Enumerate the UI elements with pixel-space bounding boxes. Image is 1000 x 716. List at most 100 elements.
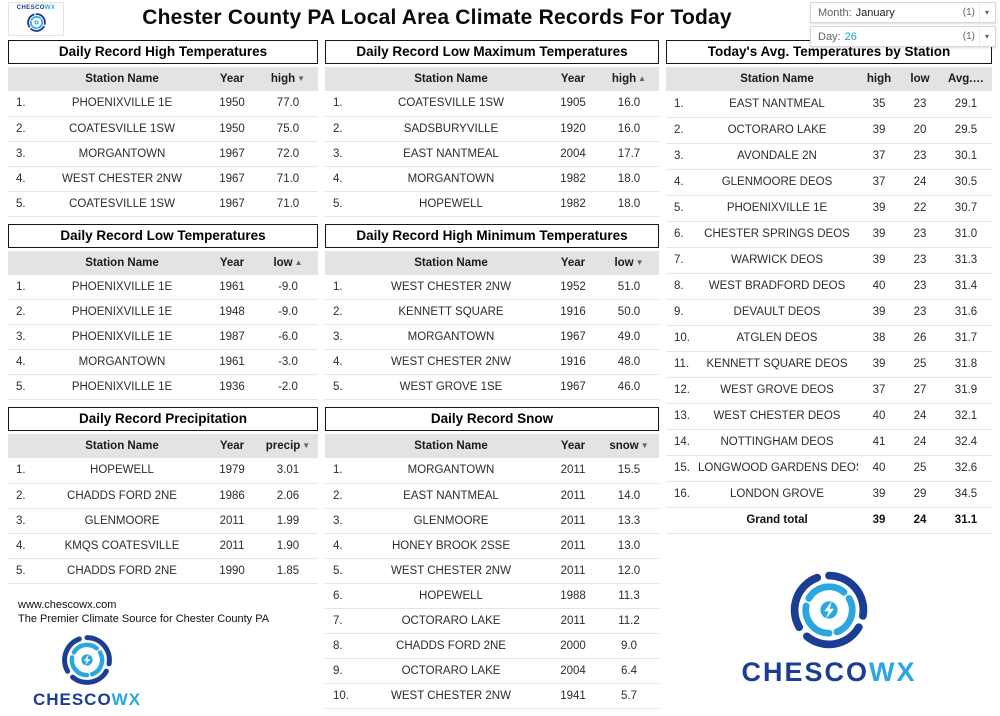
station-column-header[interactable]: Station Name xyxy=(355,434,547,458)
row-rank: 4. xyxy=(8,533,38,559)
precip-column-header[interactable]: precip ▼ xyxy=(258,434,318,458)
row-rank: 4. xyxy=(8,166,38,192)
record-low-temps-table: Station Name Year low ▲ 1. PHOENIXVILLE 1… xyxy=(8,250,318,400)
row-rank: 5. xyxy=(8,558,38,584)
row-year: 1916 xyxy=(547,299,599,325)
header-row: Station Name high low Avg.… xyxy=(666,67,992,91)
row-rank: 4. xyxy=(325,166,355,192)
row-low: 22 xyxy=(900,195,940,222)
record-low-temps-section: Daily Record Low Temperatures Station Na… xyxy=(8,223,318,400)
station-column-header[interactable]: Station Name xyxy=(38,434,206,458)
row-rank: 9. xyxy=(666,299,696,326)
row-station: OCTORARO LAKE xyxy=(355,658,547,684)
row-station: HOPEWELL xyxy=(355,583,547,609)
row-value: 16.0 xyxy=(599,91,659,117)
day-filter-count: (1) xyxy=(962,31,975,42)
row-year: 1967 xyxy=(206,191,258,217)
middle-column: Daily Record Low Maximum Temperatures St… xyxy=(325,40,659,716)
row-rank: 1. xyxy=(8,91,38,117)
station-column-header[interactable]: Station Name xyxy=(696,67,858,91)
row-station: HOPEWELL xyxy=(38,458,206,484)
chevron-down-icon: ▾ xyxy=(978,27,995,46)
row-high: 39 xyxy=(858,481,900,508)
row-value: -9.0 xyxy=(258,299,318,325)
row-station: WEST GROVE 1SE xyxy=(355,374,547,400)
station-column-header[interactable]: Station Name xyxy=(38,250,206,275)
header-row: Station Name Year high ▲ xyxy=(325,67,659,91)
table-row: 6. HOPEWELL 1988 11.3 xyxy=(325,583,659,609)
row-rank: 4. xyxy=(8,349,38,375)
record-high-temps-title: Daily Record High Temperatures xyxy=(8,40,318,64)
year-column-header[interactable]: Year xyxy=(547,67,599,91)
record-low-max-section: Daily Record Low Maximum Temperatures St… xyxy=(325,40,659,217)
low-column-header[interactable]: low ▼ xyxy=(599,250,659,275)
row-rank: 4. xyxy=(325,533,355,559)
high-column-header[interactable]: high xyxy=(858,67,900,91)
row-rank: 4. xyxy=(666,169,696,196)
row-year: 1967 xyxy=(547,374,599,400)
row-avg: 31.3 xyxy=(940,247,992,274)
row-avg: 31.7 xyxy=(940,325,992,352)
row-rank: 1. xyxy=(8,458,38,484)
row-rank: 2. xyxy=(325,116,355,142)
row-year: 1916 xyxy=(547,349,599,375)
low-column-header[interactable]: low ▲ xyxy=(258,250,318,275)
year-column-header[interactable]: Year xyxy=(206,67,258,91)
row-rank: 1. xyxy=(325,274,355,300)
row-station: WEST BRADFORD DEOS xyxy=(696,273,858,300)
table-row: 13. WEST CHESTER DEOS 40 24 32.1 xyxy=(666,403,992,430)
grand-total-avg: 31.1 xyxy=(940,506,992,534)
table-row: 5. COATESVILLE 1SW 1967 71.0 xyxy=(8,191,318,217)
table-row: 6. CHESTER SPRINGS DEOS 39 23 31.0 xyxy=(666,221,992,248)
table-row: 1. PHOENIXVILLE 1E 1961 -9.0 xyxy=(8,274,318,300)
row-rank: 1. xyxy=(8,274,38,300)
rank-column-header xyxy=(8,67,38,91)
table-row: 14. NOTTINGHAM DEOS 41 24 32.4 xyxy=(666,429,992,456)
row-rank: 12. xyxy=(666,377,696,404)
year-column-header[interactable]: Year xyxy=(547,434,599,458)
year-column-header[interactable]: Year xyxy=(547,250,599,275)
row-year: 1941 xyxy=(547,683,599,709)
website-url: www.chescowx.com xyxy=(18,598,117,611)
row-high: 37 xyxy=(858,377,900,404)
avg-temps-table: Station Name high low Avg.… 1. EAST NANT… xyxy=(666,67,992,534)
row-value: 11.2 xyxy=(599,608,659,634)
year-column-header[interactable]: Year xyxy=(206,250,258,275)
row-year: 1986 xyxy=(206,483,258,509)
high-column-header[interactable]: high ▲ xyxy=(599,67,659,91)
table-row: 9. OCTORARO LAKE 2004 6.4 xyxy=(325,658,659,684)
day-filter-dropdown[interactable]: Day: 26 (1) ▾ xyxy=(810,26,996,47)
row-rank: 1. xyxy=(666,91,696,118)
row-station: KENNETT SQUARE DEOS xyxy=(696,351,858,378)
table-row: 5. HOPEWELL 1982 18.0 xyxy=(325,191,659,217)
row-year: 1950 xyxy=(206,116,258,142)
row-rank: 6. xyxy=(325,583,355,609)
row-value: 5.7 xyxy=(599,683,659,709)
year-column-header[interactable]: Year xyxy=(206,434,258,458)
station-column-header[interactable]: Station Name xyxy=(355,67,547,91)
snow-column-header[interactable]: snow ▼ xyxy=(599,434,659,458)
row-high: 39 xyxy=(858,221,900,248)
row-value: 71.0 xyxy=(258,166,318,192)
chescowx-swirl-icon xyxy=(62,634,112,685)
row-station: KMQS COATESVILLE xyxy=(38,533,206,559)
station-column-header[interactable]: Station Name xyxy=(355,250,547,275)
record-snow-title: Daily Record Snow xyxy=(325,407,659,431)
value-column-label: snow xyxy=(609,440,639,452)
table-row: 1. WEST CHESTER 2NW 1952 51.0 xyxy=(325,274,659,300)
table-row: 3. MORGANTOWN 1967 72.0 xyxy=(8,141,318,167)
row-value: 75.0 xyxy=(258,116,318,142)
row-rank: 13. xyxy=(666,403,696,430)
station-column-header[interactable]: Station Name xyxy=(38,67,206,91)
avg-column-header[interactable]: Avg.… xyxy=(940,67,992,91)
row-low: 24 xyxy=(900,429,940,456)
table-row: 1. PHOENIXVILLE 1E 1950 77.0 xyxy=(8,91,318,117)
rank-column-header xyxy=(8,434,38,458)
low-column-header[interactable]: low xyxy=(900,67,940,91)
row-station: CHESTER SPRINGS DEOS xyxy=(696,221,858,248)
month-filter-dropdown[interactable]: Month: January (1) ▾ xyxy=(810,2,996,23)
row-station: PHOENIXVILLE 1E xyxy=(696,195,858,222)
high-column-header[interactable]: high ▼ xyxy=(258,67,318,91)
row-station: CHADDS FORD 2NE xyxy=(38,558,206,584)
row-station: EAST NANTMEAL xyxy=(696,91,858,118)
